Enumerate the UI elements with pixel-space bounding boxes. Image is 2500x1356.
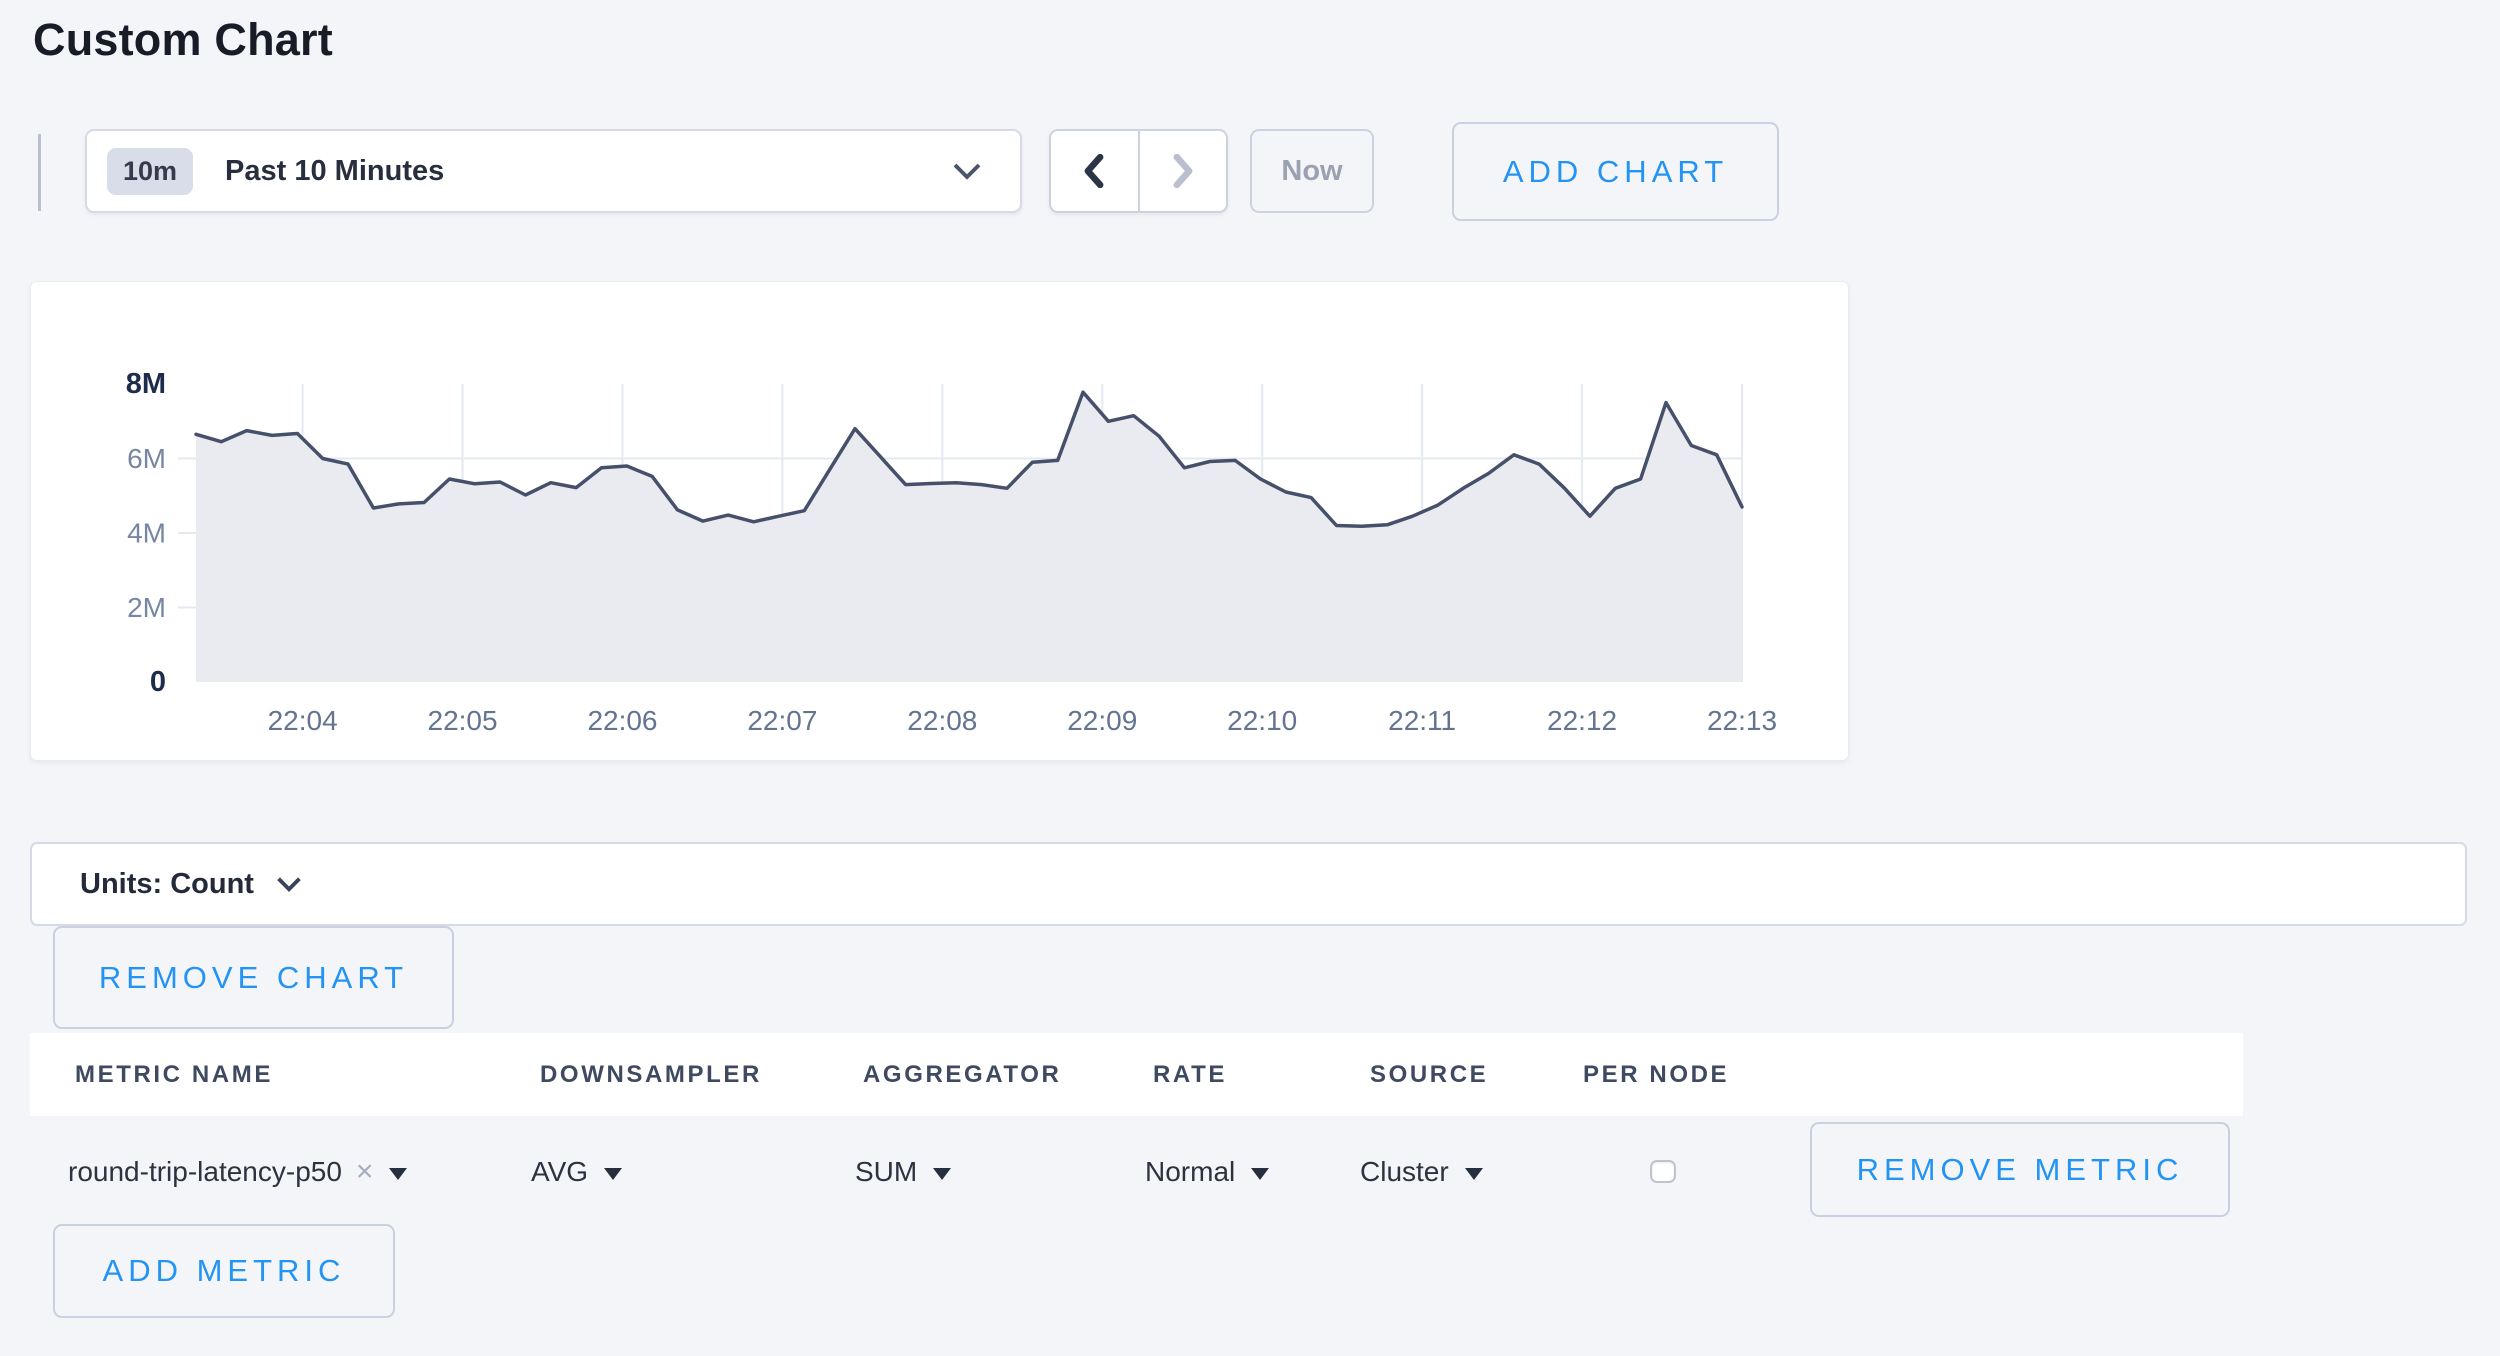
units-dropdown[interactable]: Units: Count (30, 842, 2467, 926)
chevron-left-icon (1084, 154, 1104, 188)
svg-text:22:05: 22:05 (428, 705, 498, 736)
svg-text:22:13: 22:13 (1707, 705, 1777, 736)
rate-dropdown[interactable]: Normal (1145, 1148, 1270, 1196)
chart-card: 0 2M 4M 6M 8M 22:04 22:05 22:06 22:07 22:08 22:09 2… (30, 281, 1849, 761)
time-nav-group (1049, 129, 1228, 213)
caret-down-icon (604, 1167, 623, 1180)
svg-text:8M: 8M (126, 368, 166, 400)
next-time-button[interactable] (1137, 131, 1227, 211)
toolbar-left-divider (38, 134, 41, 211)
column-header-metric-name: METRIC NAME (75, 1060, 273, 1088)
aggregator-dropdown[interactable]: SUM (855, 1148, 952, 1196)
svg-text:22:09: 22:09 (1067, 705, 1137, 736)
prev-time-button[interactable] (1051, 131, 1138, 211)
column-header-aggregator: AGGREGATOR (863, 1060, 1062, 1088)
now-button[interactable]: Now (1250, 129, 1374, 213)
downsampler-value: AVG (531, 1156, 589, 1187)
chevron-down-icon (953, 163, 981, 180)
chevron-right-icon (1173, 154, 1193, 188)
rate-value: Normal (1145, 1156, 1236, 1187)
time-range-label: Past 10 Minutes (225, 154, 445, 187)
per-node-checkbox[interactable] (1650, 1160, 1676, 1183)
column-header-rate: RATE (1153, 1060, 1227, 1088)
svg-text:22:10: 22:10 (1227, 705, 1297, 736)
caret-down-icon (933, 1167, 952, 1180)
svg-text:0: 0 (150, 666, 166, 698)
svg-text:22:04: 22:04 (268, 705, 338, 736)
svg-text:22:11: 22:11 (1388, 705, 1456, 736)
metric-name-value: round-trip-latency-p50 (68, 1156, 342, 1187)
aggregator-value: SUM (855, 1156, 918, 1187)
metric-chart[interactable]: 0 2M 4M 6M 8M 22:04 22:05 22:06 22:07 22:08 22:09 2… (31, 282, 1848, 760)
remove-metric-button[interactable]: REMOVE METRIC (1810, 1122, 2230, 1217)
time-range-badge: 10m (107, 147, 194, 195)
caret-down-icon (1464, 1167, 1483, 1180)
svg-text:22:08: 22:08 (907, 705, 977, 736)
column-header-per-node: PER NODE (1583, 1060, 1730, 1088)
svg-text:2M: 2M (127, 592, 166, 623)
caret-down-icon (389, 1167, 408, 1180)
svg-text:4M: 4M (127, 518, 166, 549)
column-header-downsampler: DOWNSAMPLER (540, 1060, 762, 1088)
units-label: Units: Count (80, 867, 254, 900)
metrics-table-header: METRIC NAME DOWNSAMPLER AGGREGATOR RATE … (30, 1033, 2243, 1116)
svg-text:22:06: 22:06 (587, 705, 657, 736)
svg-text:22:07: 22:07 (747, 705, 817, 736)
add-metric-button[interactable]: ADD METRIC (53, 1224, 395, 1318)
page-title: Custom Chart (33, 14, 333, 65)
source-value: Cluster (1360, 1156, 1449, 1187)
metric-name-dropdown[interactable]: round-trip-latency-p50 × (68, 1148, 408, 1196)
caret-down-icon (1251, 1167, 1270, 1180)
remove-chart-button[interactable]: REMOVE CHART (53, 926, 454, 1029)
svg-text:6M: 6M (127, 443, 166, 474)
column-header-source: SOURCE (1370, 1060, 1489, 1088)
source-dropdown[interactable]: Cluster (1360, 1148, 1483, 1196)
chevron-down-icon (277, 877, 301, 892)
add-chart-button[interactable]: ADD CHART (1452, 122, 1779, 221)
svg-text:22:12: 22:12 (1547, 705, 1617, 736)
time-range-dropdown[interactable]: 10m Past 10 Minutes (85, 129, 1022, 213)
clear-metric-icon[interactable]: × (355, 1155, 374, 1188)
downsampler-dropdown[interactable]: AVG (531, 1148, 623, 1196)
